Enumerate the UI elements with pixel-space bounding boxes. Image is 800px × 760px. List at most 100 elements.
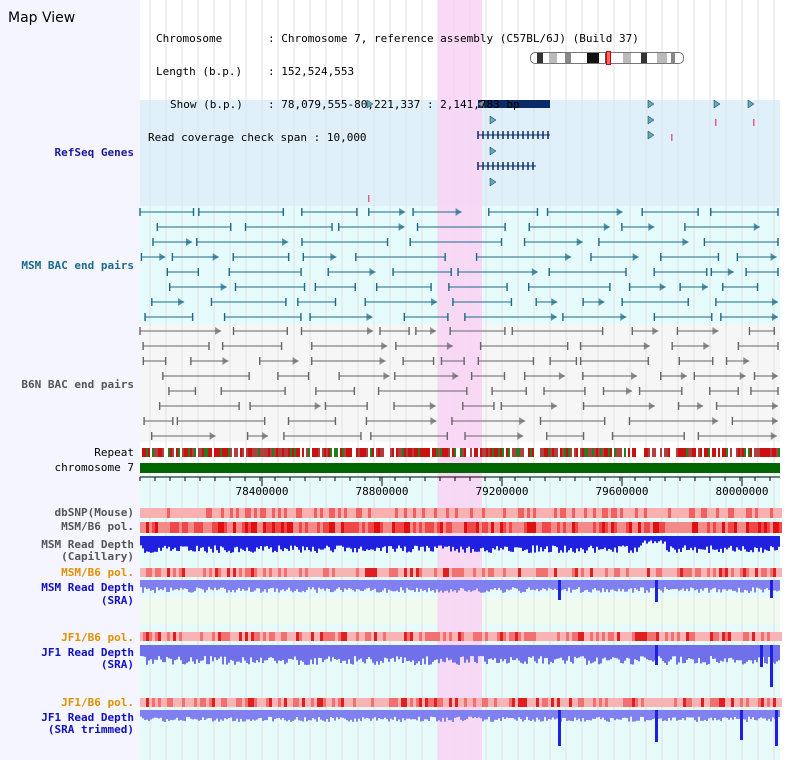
msm-b6-pol-heat-2 (473, 568, 476, 577)
msm-b6-pol-heat (707, 522, 710, 533)
jf1-depth-sra-bar (616, 645, 618, 659)
msm-depth-capillary-bar (370, 536, 372, 550)
jf1-depth-trimmed-bar (430, 710, 432, 717)
track-label-jf1-depth-sra-sub: (SRA) (100, 658, 134, 671)
msm-b6-pol-heat-2 (446, 568, 449, 577)
msm-b6-pol-heat-2 (665, 568, 668, 577)
jf1-depth-sra-bar (210, 645, 212, 657)
jf1-depth-trimmed-bar (606, 710, 608, 722)
jf1-depth-trimmed-bar (254, 710, 256, 721)
jf1-b6-pol-heat (251, 632, 254, 641)
msm-b6-pol-heat (497, 522, 500, 533)
msm-b6-pol-heat-2 (398, 568, 401, 577)
repeat-element (184, 448, 186, 457)
msm-b6-pol-heat-2 (674, 568, 677, 577)
dbsnp-heat (293, 508, 296, 518)
jf1-depth-trimmed-bar (290, 710, 292, 722)
dbsnp-heat (413, 508, 416, 518)
repeat-element (454, 448, 456, 457)
msm-depth-capillary-bar (228, 536, 230, 551)
msm-b6-pol-heat (149, 522, 152, 533)
jf1-b6-pol-heat-2 (470, 698, 473, 707)
msm-depth-sra-bar (536, 580, 538, 589)
jf1-b6-pol-heat-2 (758, 698, 761, 707)
jf1-depth-trimmed-bar (650, 710, 652, 721)
msm-depth-capillary-bar (284, 536, 286, 549)
msm-depth-capillary-bar (260, 536, 262, 547)
msm-depth-sra-bar (420, 580, 422, 589)
repeat-element (734, 448, 736, 457)
repeat-element (178, 448, 180, 457)
msm-b6-pol-heat-2 (179, 568, 182, 577)
jf1-depth-sra-bar (350, 645, 352, 664)
repeat-element (464, 448, 466, 457)
jf1-b6-pol-heat (338, 632, 341, 641)
msm-depth-sra-bar (554, 580, 556, 589)
jf1-depth-sra-bar (516, 645, 518, 659)
jf1-b6-pol-heat (200, 632, 203, 641)
msm-bac-pair-end (616, 208, 623, 216)
msm-depth-sra-bar (482, 580, 484, 593)
jf1-depth-trimmed-bar (310, 710, 312, 721)
jf1-b6-pol-heat (227, 632, 230, 641)
msm-depth-capillary-bar (290, 536, 292, 546)
jf1-b6-pol-heat (569, 632, 572, 641)
msm-b6-pol-heat-2 (224, 568, 227, 577)
msm-depth-capillary-bar (176, 536, 178, 551)
jf1-b6-pol-heat-2 (386, 698, 389, 707)
msm-b6-pol-heat-2 (764, 568, 767, 577)
jf1-b6-pol-heat-2 (254, 698, 257, 707)
repeat-element (440, 448, 442, 457)
msm-b6-pol-heat (164, 522, 167, 533)
msm-b6-pol-heat-2 (365, 568, 368, 577)
jf1-b6-pol-heat (668, 632, 671, 641)
msm-depth-capillary-bar (430, 536, 432, 552)
msm-depth-capillary-bar (202, 536, 204, 548)
jf1-b6-pol-heat (425, 632, 428, 641)
dbsnp-heat (407, 508, 410, 518)
jf1-b6-pol-heat-2 (689, 698, 692, 707)
b6n-bac-pair-end (770, 432, 777, 440)
dbsnp-heat (362, 508, 365, 518)
msm-depth-capillary-bar (600, 536, 602, 550)
msm-depth-capillary-bar (498, 536, 500, 551)
jf1-depth-trimmed-bar (380, 710, 382, 720)
jf1-b6-pol-heat (464, 632, 467, 641)
msm-depth-capillary-bar (142, 536, 144, 549)
jf1-b6-pol-heat-2 (353, 698, 356, 707)
track-label-msm-b6-pol: MSM/B6 pol. (61, 520, 134, 533)
repeat-element (720, 448, 722, 457)
dbsnp-heat (494, 508, 497, 518)
msm-depth-sra-bar (726, 580, 728, 591)
repeat-element (412, 448, 414, 457)
repeat-element (238, 448, 240, 457)
jf1-depth-sra-bar (688, 645, 690, 659)
jf1-depth-sra-bar (466, 645, 468, 660)
jf1-b6-pol-heat-2 (416, 698, 419, 707)
msm-depth-capillary-bar (668, 536, 670, 552)
repeat-element (442, 448, 444, 457)
repeat-element (664, 448, 666, 457)
jf1-b6-pol-heat-2 (635, 698, 638, 707)
msm-depth-capillary-bar (744, 536, 746, 550)
jf1-b6-pol-heat-2 (281, 698, 284, 707)
msm-b6-pol-heat-2 (260, 568, 263, 577)
jf1-depth-sra-bar (774, 645, 776, 664)
jf1-b6-pol-heat (152, 632, 155, 641)
msm-depth-capillary-bar (478, 536, 480, 552)
jf1-depth-sra-bar (222, 645, 224, 665)
jf1-b6-pol-heat-2 (347, 698, 350, 707)
repeat-element (582, 448, 584, 457)
jf1-depth-trimmed-bar (326, 710, 328, 719)
jf1-depth-trimmed-bar (686, 710, 688, 718)
msm-b6-pol-heat-2 (740, 568, 743, 577)
msm-depth-capillary-bar (352, 536, 354, 553)
jf1-depth-trimmed-bar (476, 710, 478, 719)
msm-depth-capillary-bar (486, 536, 488, 551)
msm-depth-sra-bar (242, 580, 244, 590)
msm-depth-capillary-bar (532, 536, 534, 546)
jf1-depth-sra-bar (612, 645, 614, 658)
dbsnp-heat (701, 508, 704, 518)
jf1-b6-pol-heat-2 (326, 698, 329, 707)
